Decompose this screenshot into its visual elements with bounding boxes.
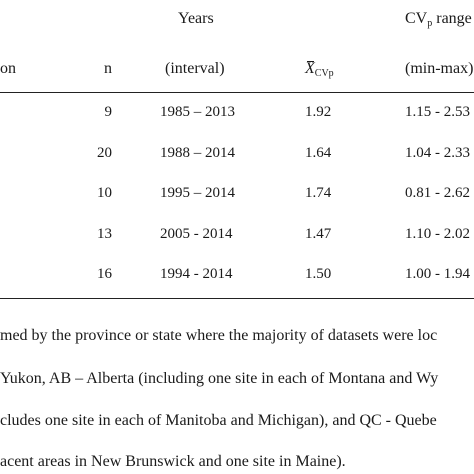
min-max-header: (min-max) (405, 60, 474, 77)
header-rule (0, 92, 474, 93)
mean-cvp-header: XCVp (305, 60, 334, 79)
n-cell: 20 (97, 145, 112, 161)
n-cell: 16 (97, 266, 112, 282)
footnote-line: Yukon, AB – Alberta (including one site … (0, 370, 439, 387)
years-cell: 2005 - 2014 (160, 226, 233, 242)
years-cell: 1994 - 2014 (160, 266, 233, 282)
mean-cell: 1.92 (305, 104, 332, 120)
footnote-line: med by the province or state where the m… (0, 327, 438, 344)
range-cell: 1.10 - 2.02 (405, 226, 470, 242)
cvp-label: CV (405, 10, 428, 27)
range-cell: 0.81 - 2.62 (405, 185, 470, 201)
cvp-subscript: p (427, 18, 433, 29)
years-cell: 1995 – 2014 (160, 185, 235, 201)
years-cell: 1985 – 2013 (160, 104, 235, 120)
cvp-range-word: range (432, 10, 472, 27)
years-header: Years (178, 10, 214, 27)
n-cell: 10 (97, 185, 112, 201)
footnote-line: cludes one site in each of Manitoba and … (0, 412, 437, 429)
range-cell: 1.15 - 2.53 (405, 104, 470, 120)
mean-cell: 1.74 (305, 185, 332, 201)
mean-cell: 1.47 (305, 226, 332, 242)
range-cell: 1.00 - 1.94 (405, 266, 470, 282)
mean-cell: 1.64 (305, 145, 332, 161)
range-cell: 1.04 - 2.33 (405, 145, 470, 161)
mean-cell: 1.50 (305, 266, 332, 282)
years-cell: 1988 – 2014 (160, 145, 235, 161)
region-header-partial: on (0, 60, 16, 77)
table-bottom-rule (0, 298, 474, 299)
n-cell: 13 (97, 226, 112, 242)
mean-subscript: CVp (314, 68, 334, 79)
mean-x-symbol: X (305, 60, 315, 77)
footnote-line: acent areas in New Brunswick and one sit… (0, 453, 346, 470)
interval-header: (interval) (165, 60, 225, 77)
n-header: n (104, 60, 112, 77)
n-cell: 9 (104, 104, 113, 120)
cvp-range-header: CVp range (405, 10, 472, 29)
